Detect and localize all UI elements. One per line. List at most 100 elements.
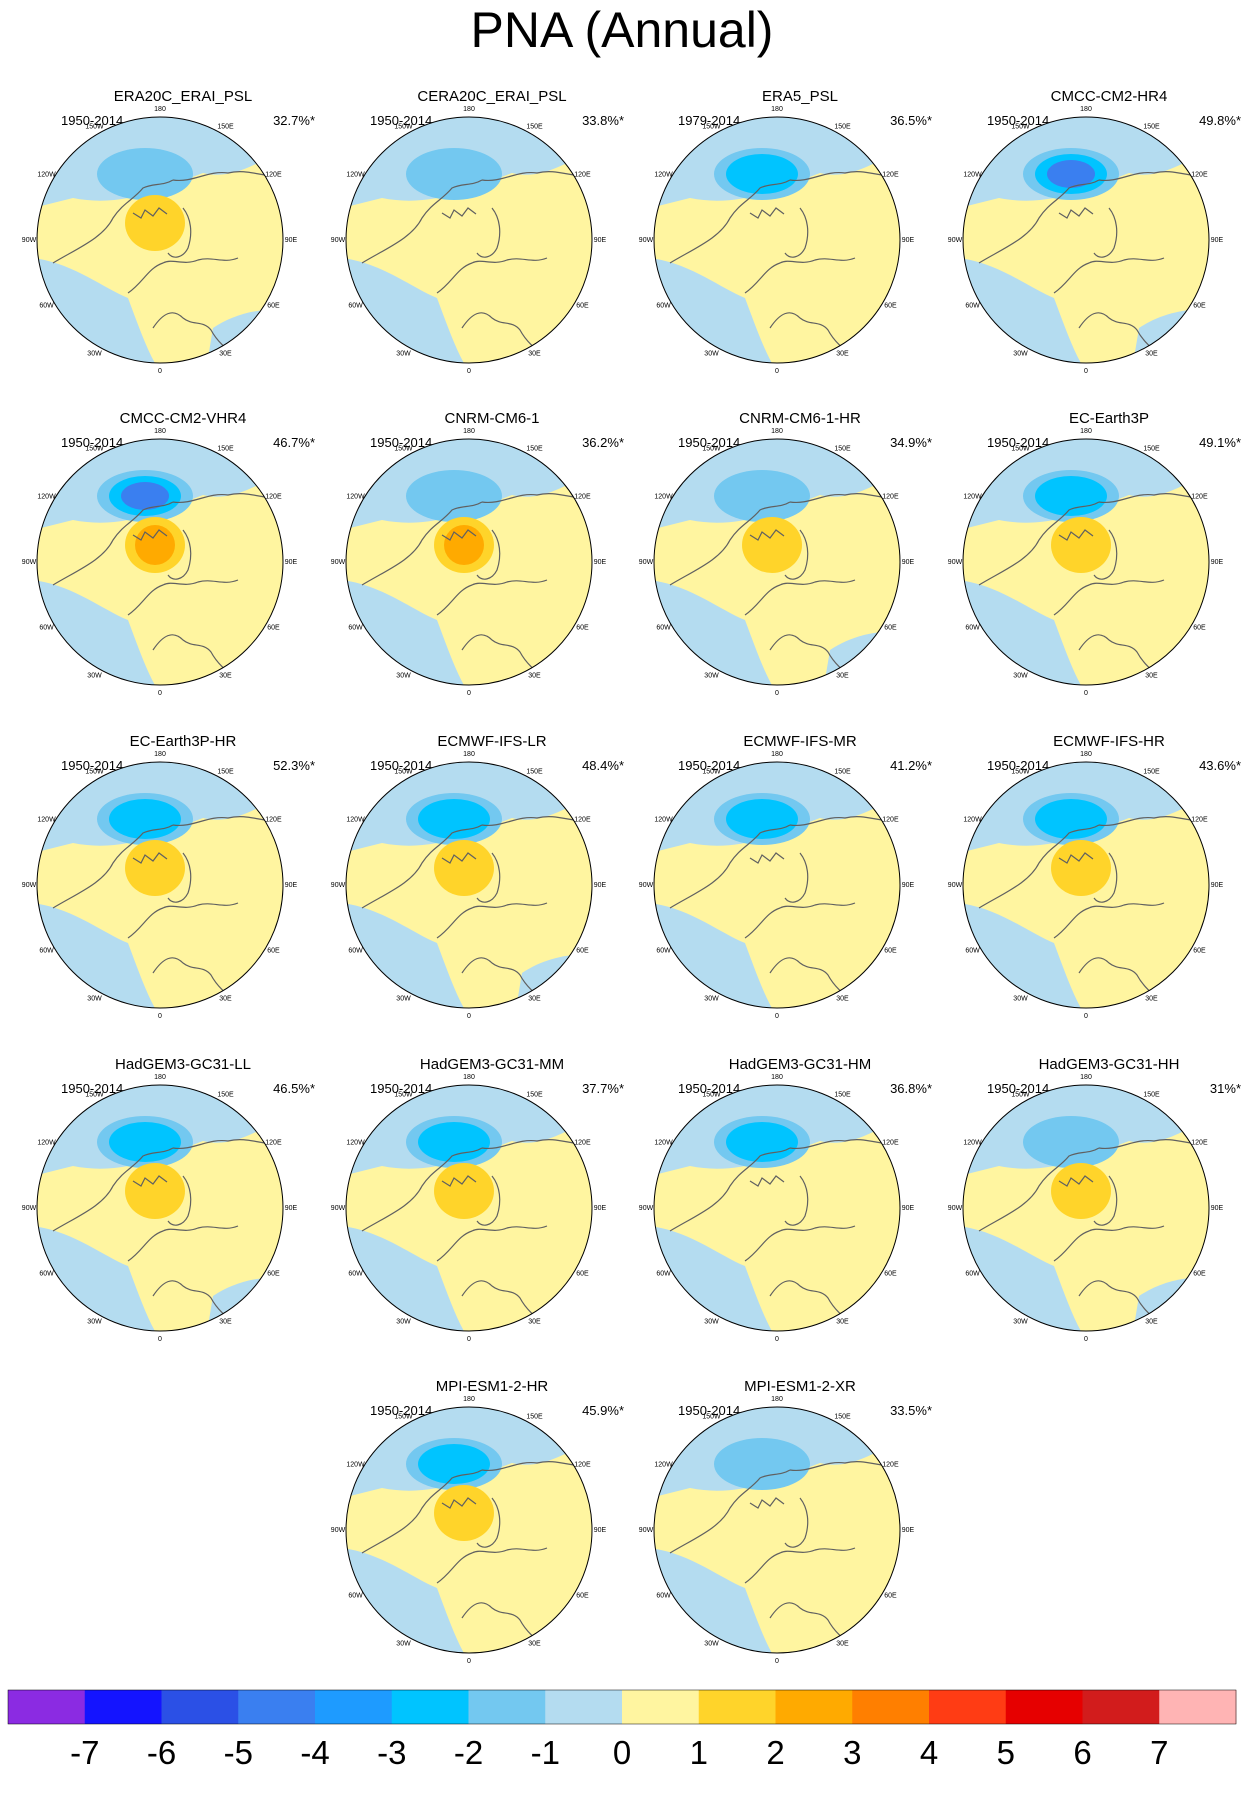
coastline <box>132 1175 168 1187</box>
longitude-label: 150W <box>702 124 721 131</box>
longitude-label: 180 <box>1080 428 1092 435</box>
longitude-label: 0 <box>158 690 162 697</box>
panel-years: 1950-2014 <box>678 435 741 450</box>
colorbar-swatch <box>1082 1690 1160 1724</box>
panel-title: ERA5_PSL <box>762 88 838 105</box>
longitude-label: 0 <box>158 1336 162 1343</box>
map-panel: ERA5_PSL 1979-2014 36.5%* 180 150E 120E 90E 60E… <box>639 88 950 388</box>
longitude-label: 60W <box>965 1271 980 1278</box>
coastline <box>361 1469 483 1554</box>
coastline <box>476 1497 501 1548</box>
polar-map: 180 150E 120E 90E 60E 30E 0 30W 60W 90W 120W 150W <box>639 1074 915 1343</box>
map-panel: ECMWF-IFS-LR 1950-2014 48.4%* 180 150E 120E 90… <box>331 733 642 1033</box>
longitude-label: 120E <box>882 494 899 501</box>
colorbar-swatch <box>391 1690 469 1724</box>
colorbar-swatch <box>775 1690 853 1724</box>
longitude-label: 150W <box>394 124 413 131</box>
longitude-label: 120W <box>654 1462 673 1469</box>
longitude-label: 90E <box>902 1205 915 1212</box>
longitude-label: 90E <box>1211 882 1224 889</box>
longitude-label: 60E <box>267 1271 280 1278</box>
longitude-label: 120W <box>963 172 982 179</box>
longitude-label: 120E <box>574 817 591 824</box>
panel-years: 1950-2014 <box>61 758 124 773</box>
longitude-label: 60W <box>348 303 363 310</box>
longitude-label: 150E <box>834 1092 851 1099</box>
colorbar-tick-label: -5 <box>224 1734 253 1771</box>
panel-title: HadGEM3-GC31-MM <box>419 1056 565 1073</box>
longitude-label: 0 <box>775 368 779 375</box>
coastline <box>167 529 192 580</box>
map-panel: CMCC-CM2-VHR4 1950-2014 46.7%* 180 150E 120E 9… <box>22 410 333 710</box>
coastline <box>441 1175 477 1187</box>
coastline <box>436 257 548 294</box>
polar-map: 180 150E 120E 90E 60E 30E 0 30W 60W 90W 120W 150W <box>331 428 607 697</box>
coastline <box>127 902 239 939</box>
longitude-label: 120W <box>654 494 673 501</box>
colorbar-tick-label: -4 <box>300 1734 329 1771</box>
panel-explained-variance: 48.4%* <box>582 758 624 773</box>
coastline <box>52 824 174 909</box>
longitude-label: 30W <box>396 1640 411 1647</box>
longitude-label: 30E <box>836 672 849 679</box>
map-panel: EC-Earth3P-HR 1950-2014 52.3%* 180 150E 120E 9… <box>22 733 333 1033</box>
longitude-label: 60E <box>884 948 897 955</box>
coastline <box>167 1175 192 1226</box>
high-pressure-contour <box>125 1163 185 1219</box>
panel-explained-variance: 52.3%* <box>273 758 315 773</box>
longitude-label: 30E <box>528 672 541 679</box>
coastline <box>1058 1175 1094 1187</box>
longitude-label: 150E <box>834 124 851 131</box>
map-panel: ECMWF-IFS-HR 1950-2014 43.6%* 180 150E 120E 90… <box>948 733 1244 1033</box>
longitude-label: 90W <box>22 882 37 889</box>
panel-title: EC-Earth3P <box>1068 410 1150 427</box>
high-pressure-contour <box>434 840 494 896</box>
longitude-label: 30W <box>1013 995 1028 1002</box>
map-boundary <box>962 761 1210 1009</box>
longitude-label: 90W <box>948 1205 963 1212</box>
longitude-label: 90W <box>22 237 37 244</box>
longitude-label: 120E <box>574 172 591 179</box>
polar-map: 180 150E 120E 90E 60E 30E 0 30W 60W 90W 120W 150W <box>639 106 915 375</box>
longitude-label: 60E <box>576 1271 589 1278</box>
map-boundary <box>36 116 284 364</box>
coastline <box>1053 579 1165 616</box>
longitude-label: 90W <box>948 559 963 566</box>
longitude-label: 120E <box>882 1462 899 1469</box>
longitude-label: 150W <box>702 769 721 776</box>
longitude-label: 60W <box>39 948 54 955</box>
longitude-label: 120W <box>963 1140 982 1147</box>
page-title: PNA (Annual) <box>470 2 774 58</box>
longitude-label: 180 <box>154 1074 166 1081</box>
longitude-label: 180 <box>771 1396 783 1403</box>
polar-map: 180 150E 120E 90E 60E 30E 0 30W 60W 90W 120W 150W <box>331 1396 607 1665</box>
longitude-label: 60W <box>656 1593 671 1600</box>
coastline <box>749 529 785 541</box>
longitude-label: 180 <box>463 1396 475 1403</box>
longitude-label: 30W <box>704 350 719 357</box>
longitude-label: 120E <box>574 1140 591 1147</box>
map-panel: CNRM-CM6-1-HR 1950-2014 34.9%* 180 150E 120E 9… <box>639 410 950 710</box>
longitude-label: 30E <box>528 350 541 357</box>
coastline <box>1058 207 1094 219</box>
longitude-label: 60E <box>1193 1271 1206 1278</box>
coastline <box>744 579 856 616</box>
coastline <box>1053 257 1165 294</box>
coastline <box>749 1175 785 1187</box>
panel-explained-variance: 49.1%* <box>1199 435 1241 450</box>
longitude-label: 30E <box>219 995 232 1002</box>
panel-explained-variance: 36.2%* <box>582 435 624 450</box>
panel-explained-variance: 43.6%* <box>1199 758 1241 773</box>
map-panel: HadGEM3-GC31-MM 1950-2014 37.7%* 180 150E 120… <box>331 1056 642 1356</box>
panel-years: 1950-2014 <box>987 435 1050 450</box>
panel-years: 1950-2014 <box>987 113 1050 128</box>
map-boundary <box>653 116 901 364</box>
colorbar-tick-label: -3 <box>377 1734 406 1771</box>
longitude-label: 150W <box>85 446 104 453</box>
longitude-label: 90E <box>594 237 607 244</box>
colorbar-tick-label: 0 <box>613 1734 631 1771</box>
longitude-label: 180 <box>463 106 475 113</box>
longitude-label: 0 <box>775 690 779 697</box>
longitude-label: 30W <box>704 995 719 1002</box>
longitude-label: 60E <box>576 948 589 955</box>
